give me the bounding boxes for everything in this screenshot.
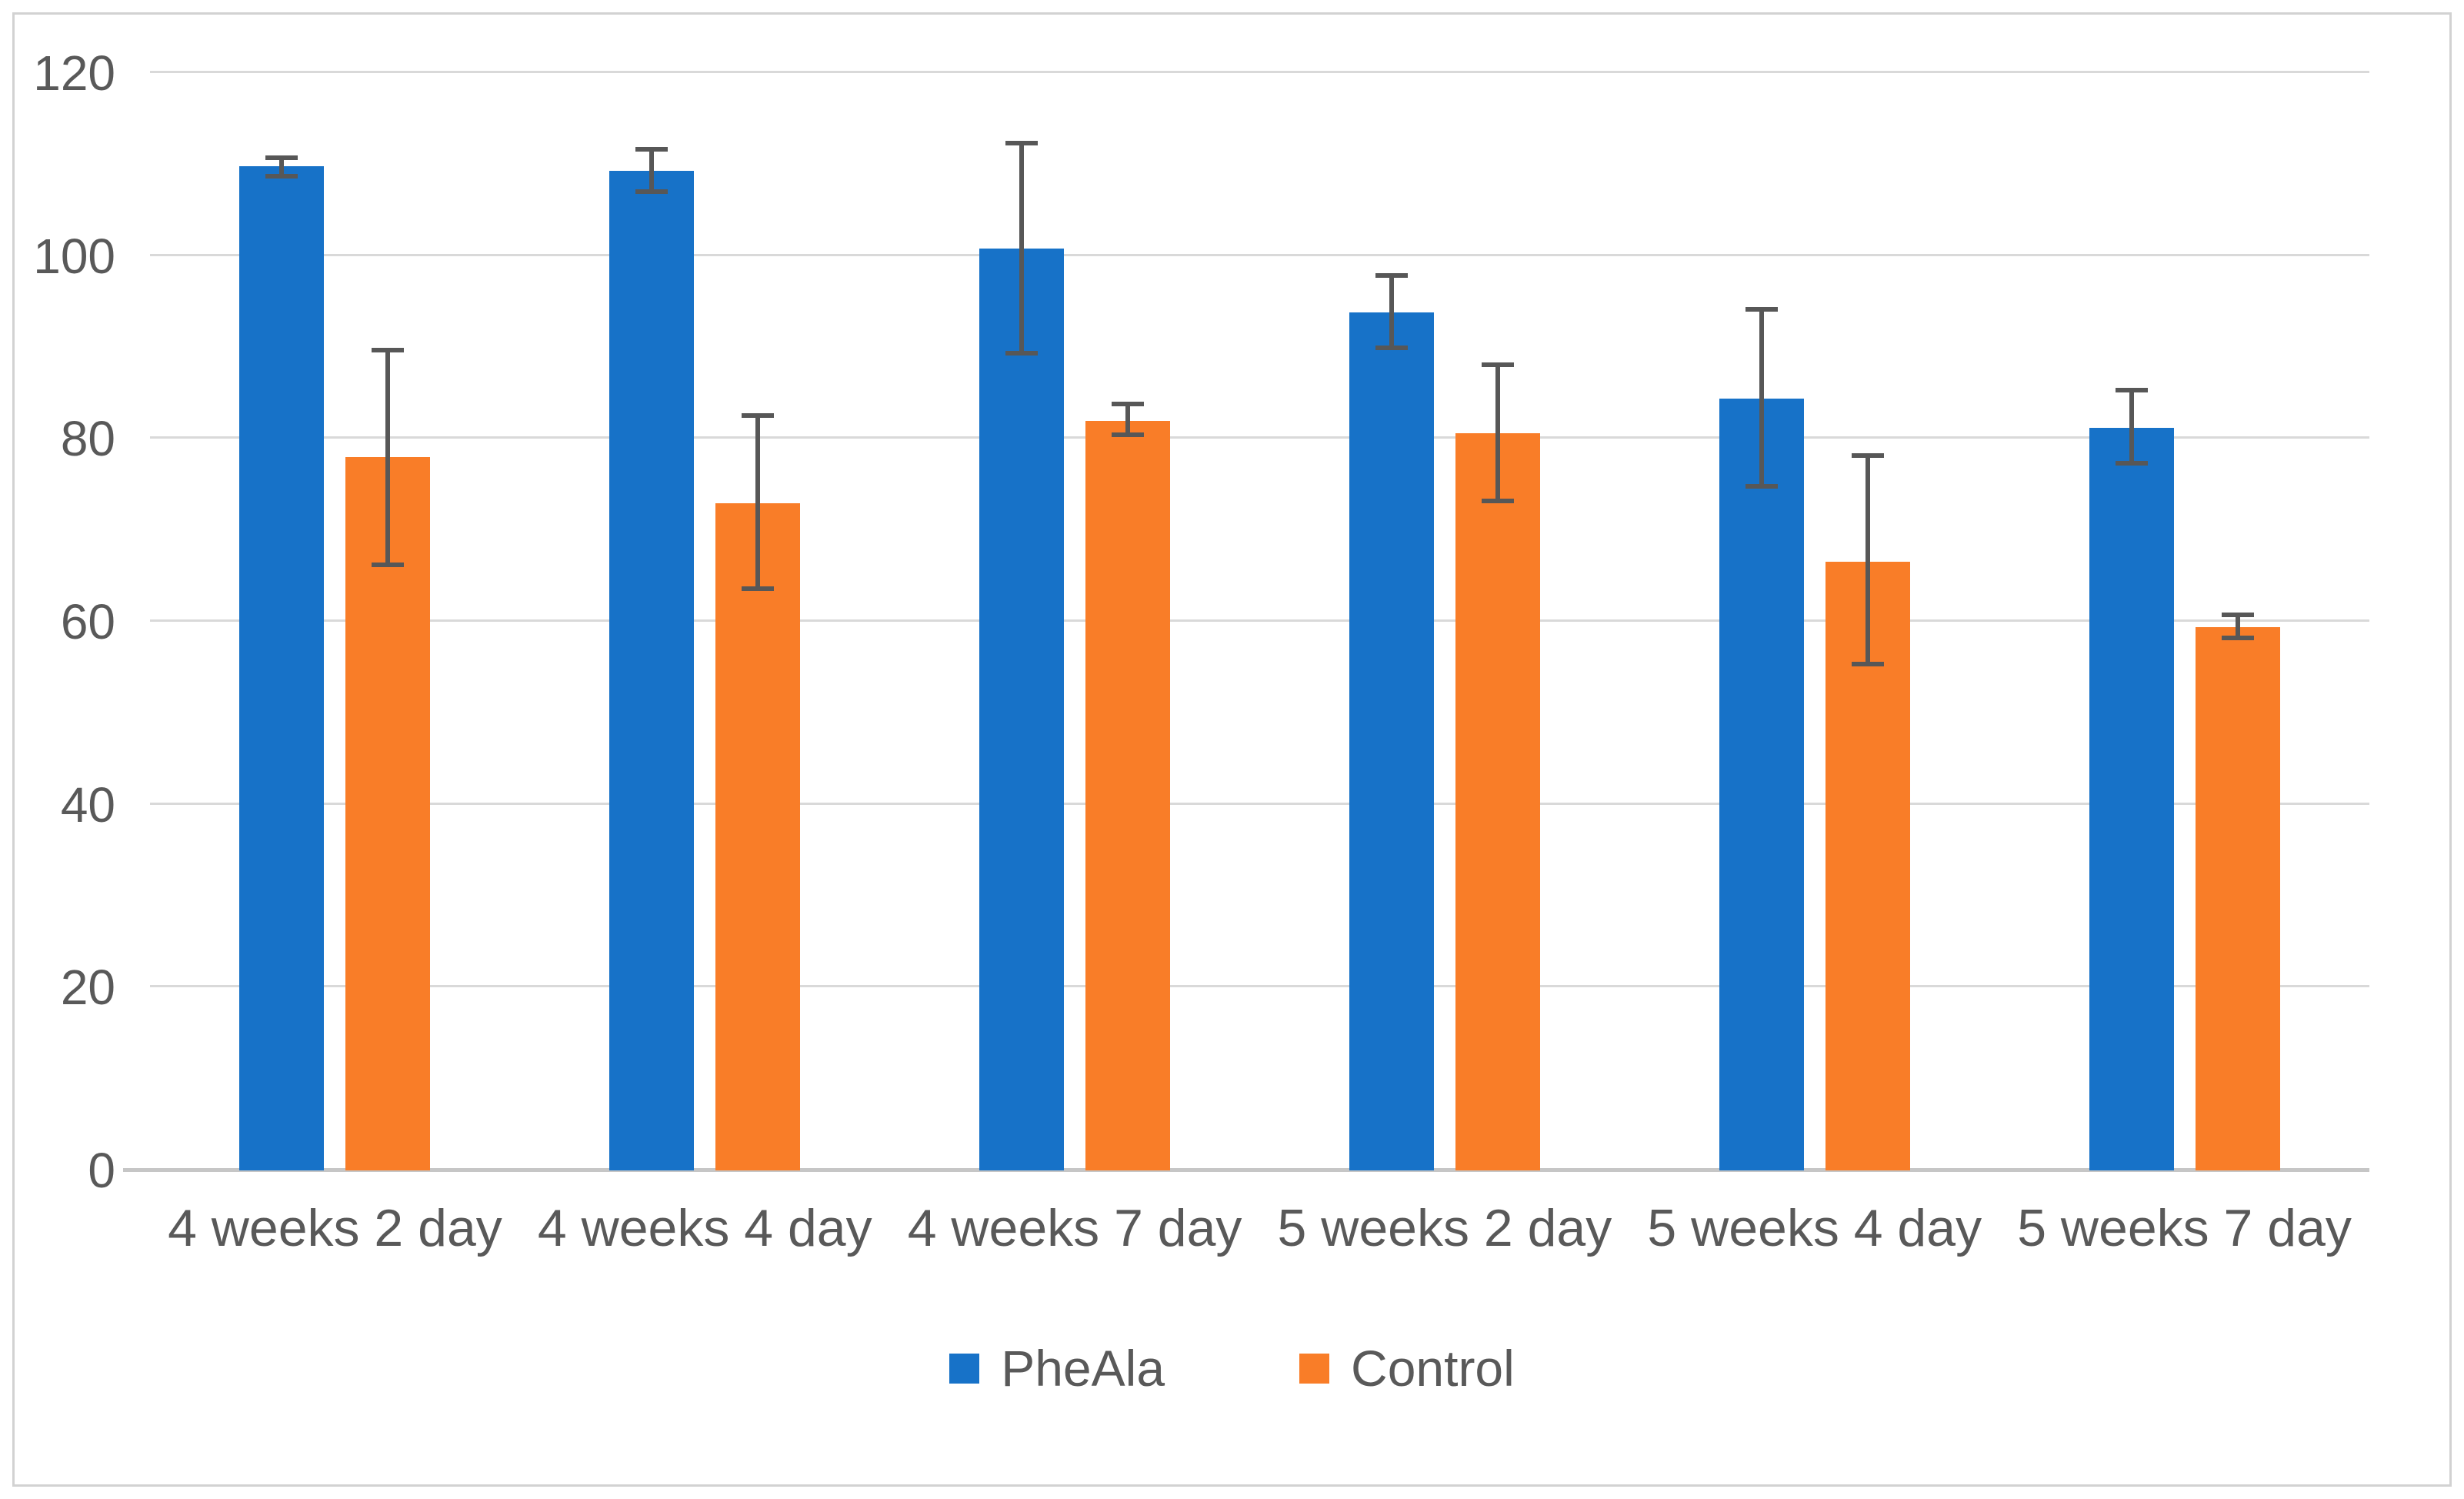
bar-control-5-weeks-2-day <box>1455 433 1540 1170</box>
barwrap-pheala-5-weeks-4-day <box>1719 73 1804 1170</box>
error-bar-line <box>1125 406 1131 432</box>
x-category-label-5-weeks-4-day: 5 weeks 4 day <box>1647 1199 1982 1257</box>
legend-item-control: Control <box>1299 1340 1515 1396</box>
error-bar-control-5-weeks-2-day <box>1481 362 1514 503</box>
bar-pheala-4-weeks-4-day <box>609 171 695 1170</box>
error-bar-pheala-4-weeks-7-day <box>1005 140 1039 356</box>
y-tick-label-80: 80 <box>60 411 115 467</box>
y-tick-label-60: 60 <box>60 594 115 649</box>
legend-swatch-control <box>1299 1353 1330 1384</box>
bar-control-4-weeks-4-day <box>715 502 801 1170</box>
barwrap-control-5-weeks-4-day <box>1825 73 1910 1170</box>
y-tick-label-20: 20 <box>60 960 115 1016</box>
y-tick-label-120: 120 <box>33 45 115 101</box>
y-axis: 0 20 40 60 80 100 120 <box>0 48 115 1195</box>
barwrap-pheala-5-weeks-2-day <box>1349 73 1434 1170</box>
error-bar-pheala-5-weeks-2-day <box>1375 273 1408 351</box>
y-tick-label-0: 0 <box>88 1143 115 1198</box>
error-bar-line <box>1495 366 1500 499</box>
y-tick-label-100: 100 <box>33 228 115 284</box>
group-4-weeks-4-day <box>520 73 890 1170</box>
legend-label-pheala: PheAla <box>1001 1340 1165 1397</box>
barwrap-pheala-4-weeks-2-day <box>239 73 325 1170</box>
y-tick-label-40: 40 <box>60 776 115 833</box>
bar-pheala-5-weeks-4-day <box>1719 399 1804 1170</box>
gridline-40 <box>150 802 2369 805</box>
bar-layer <box>150 73 2369 1170</box>
bar-pheala-4-weeks-7-day <box>979 249 1065 1170</box>
gridline-100 <box>150 253 2369 256</box>
error-bar-pheala-5-weeks-4-day <box>1745 307 1778 489</box>
gridline-120 <box>150 71 2369 73</box>
gridline-60 <box>150 619 2369 622</box>
x-axis: 4 weeks 2 day 4 weeks 4 day 4 weeks 7 day 5… <box>150 1197 2369 1259</box>
barwrap-control-5-weeks-7-day <box>2195 73 2280 1170</box>
x-axis-line <box>123 1168 2369 1172</box>
group-5-weeks-7-day <box>1999 73 2369 1170</box>
error-bar-line <box>1019 145 1025 352</box>
error-bar-line <box>1865 458 1870 663</box>
bar-pheala-5-weeks-2-day <box>1349 312 1434 1170</box>
legend-swatch-pheala <box>949 1353 980 1384</box>
x-category-label-5-weeks-7-day: 5 weeks 7 day <box>2017 1199 2352 1257</box>
barwrap-control-4-weeks-4-day <box>715 73 801 1170</box>
barwrap-pheala-5-weeks-7-day <box>2089 73 2174 1170</box>
bar-control-5-weeks-7-day <box>2195 627 2280 1170</box>
x-category-label-5-weeks-2-day: 5 weeks 2 day <box>1277 1199 1612 1257</box>
barwrap-control-5-weeks-2-day <box>1455 73 1540 1170</box>
gridline-80 <box>150 436 2369 439</box>
plot-area <box>123 71 2369 1172</box>
error-bar-line <box>2235 617 2240 636</box>
bar-pheala-4-weeks-2-day <box>239 166 325 1170</box>
group-5-weeks-4-day <box>1629 73 1999 1170</box>
legend-item-pheala: PheAla <box>949 1340 1165 1396</box>
bar-control-4-weeks-7-day <box>1085 420 1171 1170</box>
error-bar-pheala-4-weeks-4-day <box>635 147 669 194</box>
error-bar-line <box>755 418 761 586</box>
group-4-weeks-7-day <box>890 73 1260 1170</box>
x-category-label-4-weeks-2-day: 4 weeks 2 day <box>168 1199 502 1257</box>
barwrap-pheala-4-weeks-4-day <box>609 73 695 1170</box>
gridline-20 <box>150 985 2369 988</box>
error-bar-line <box>1759 312 1764 484</box>
barwrap-control-4-weeks-2-day <box>345 73 431 1170</box>
error-bar-control-4-weeks-7-day <box>1112 401 1145 437</box>
error-bar-pheala-5-weeks-7-day <box>2115 387 2148 466</box>
bar-pheala-5-weeks-7-day <box>2089 428 2174 1170</box>
error-bar-line <box>385 352 391 563</box>
error-bar-control-4-weeks-4-day <box>742 413 775 591</box>
barwrap-pheala-4-weeks-7-day <box>979 73 1065 1170</box>
group-5-weeks-2-day <box>1259 73 1629 1170</box>
error-bar-pheala-4-weeks-2-day <box>265 155 298 179</box>
error-bar-control-5-weeks-7-day <box>2221 613 2254 640</box>
error-bar-control-5-weeks-4-day <box>1851 453 1884 667</box>
x-category-label-4-weeks-7-day: 4 weeks 7 day <box>907 1199 1242 1257</box>
x-category-label-4-weeks-4-day: 4 weeks 4 day <box>537 1199 872 1257</box>
group-4-weeks-2-day <box>150 73 520 1170</box>
legend-label-control: Control <box>1351 1340 1515 1397</box>
barwrap-control-4-weeks-7-day <box>1085 73 1171 1170</box>
legend: PheAla Control <box>0 1340 2464 1396</box>
error-bar-line <box>649 152 655 189</box>
error-bar-control-4-weeks-2-day <box>372 347 405 567</box>
error-bar-line <box>2129 392 2134 461</box>
error-bar-line <box>1389 278 1394 346</box>
error-bar-line <box>279 159 285 174</box>
bar-control-4-weeks-2-day <box>345 457 431 1170</box>
